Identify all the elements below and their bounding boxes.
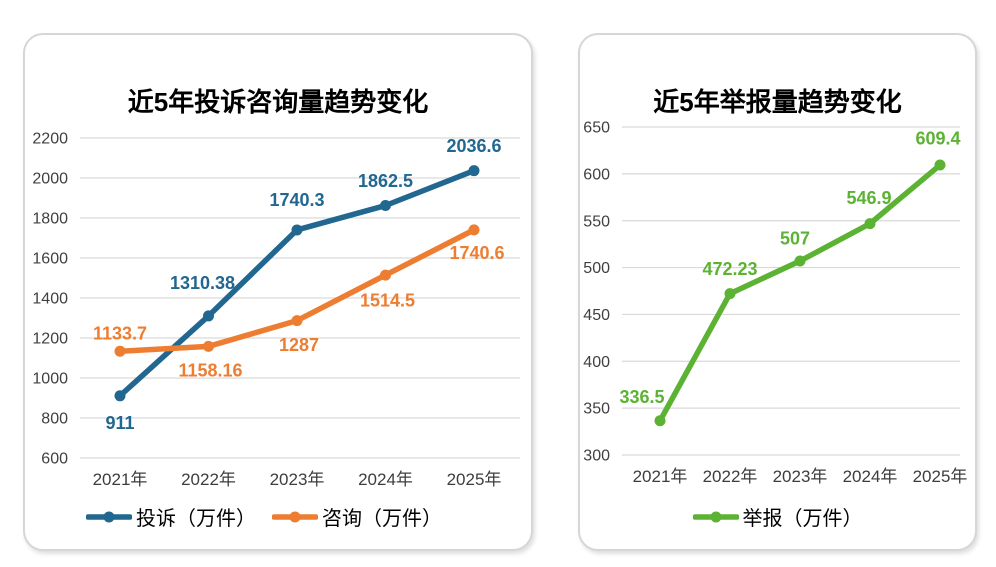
x-axis-tick-label: 2021年 bbox=[633, 467, 688, 486]
data-point-marker bbox=[724, 288, 736, 300]
complaints-consultations-chart-card: 近5年投诉咨询量趋势变化 600 800 1000 1200 1400 1600 1800 2… bbox=[23, 33, 533, 551]
legend-label: 咨询（万件） bbox=[322, 508, 442, 530]
data-point-marker bbox=[864, 218, 876, 230]
y-axis-tick-label: 600 bbox=[41, 451, 68, 468]
legend-label: 投诉（万件） bbox=[136, 508, 256, 530]
x-axis-tick-label: 2023年 bbox=[270, 470, 325, 489]
legend-line-marker-icon bbox=[272, 511, 318, 522]
data-point-label: 1133.7 bbox=[93, 324, 147, 344]
y-axis-tick-label: 650 bbox=[583, 120, 610, 137]
x-axis-tick-label: 2022年 bbox=[703, 467, 758, 486]
data-point-label: 1287 bbox=[279, 335, 319, 355]
x-axis-tick-label: 2021年 bbox=[93, 470, 148, 489]
data-point-label: 1514.5 bbox=[360, 290, 415, 310]
data-point-marker bbox=[794, 255, 806, 267]
y-axis-tick-label: 1600 bbox=[32, 251, 68, 268]
legend-line-marker-icon bbox=[86, 511, 132, 522]
chart-legend: 举报（万件） bbox=[580, 502, 975, 531]
y-axis-tick-label: 550 bbox=[583, 213, 610, 230]
x-axis-tick-label: 2022年 bbox=[181, 470, 236, 489]
y-axis-tick-label: 2000 bbox=[32, 171, 68, 188]
reports-line-chart: 300 350 400 450 500 550 600 650 2021年 2022年 2023年 2… bbox=[583, 120, 968, 486]
series-line bbox=[657, 162, 943, 424]
data-point-label: 1740.3 bbox=[269, 190, 324, 210]
data-point-label: 911 bbox=[105, 413, 134, 433]
x-axis-tick-label: 2025年 bbox=[913, 467, 968, 486]
data-point-label: 609.4 bbox=[915, 128, 960, 148]
data-point-marker bbox=[203, 310, 214, 322]
x-axis-tick-label: 2024年 bbox=[843, 467, 898, 486]
data-point-marker bbox=[203, 340, 214, 352]
data-point-label: 507 bbox=[780, 228, 810, 248]
chart-legend: 投诉（万件） 咨询（万件） bbox=[11, 502, 517, 531]
x-axis-tick-label: 2024年 bbox=[358, 470, 413, 489]
legend-item: 咨询（万件） bbox=[272, 502, 442, 531]
data-point-marker bbox=[468, 165, 480, 177]
legend-label: 举报（万件） bbox=[742, 508, 863, 530]
y-axis-tick-label: 1400 bbox=[32, 291, 68, 308]
data-point-label: 1310.38 bbox=[170, 273, 235, 293]
data-point-marker bbox=[380, 269, 391, 281]
y-axis-tick-label: 500 bbox=[583, 260, 610, 277]
y-axis-tick-label: 1200 bbox=[32, 331, 68, 348]
data-point-marker bbox=[380, 200, 391, 211]
data-point-label: 1158.16 bbox=[178, 361, 242, 381]
legend-item: 举报（万件） bbox=[692, 502, 863, 531]
y-axis-tick-label: 350 bbox=[583, 401, 610, 418]
y-axis-tick-label: 800 bbox=[41, 411, 68, 428]
data-point-marker bbox=[114, 345, 126, 357]
data-point-label: 1862.5 bbox=[358, 171, 413, 191]
data-point-marker bbox=[654, 415, 666, 427]
y-axis-tick-label: 1000 bbox=[32, 371, 68, 388]
data-point-label: 2036.6 bbox=[446, 136, 501, 156]
data-point-marker bbox=[468, 224, 480, 236]
y-axis-tick-label: 1800 bbox=[32, 211, 68, 228]
data-point-marker bbox=[114, 390, 126, 402]
complaints-consultations-line-chart: 600 800 1000 1200 1400 1600 1800 2000 2200 2021年 2… bbox=[32, 131, 520, 489]
data-point-label: 336.5 bbox=[619, 387, 664, 407]
chart-title-reports: 近5年举报量趋势变化 bbox=[653, 87, 902, 117]
data-point-label: 472.23 bbox=[702, 259, 757, 279]
reports-chart-card: 近5年举报量趋势变化 300 350 400 450 500 550 600 650 2021年… bbox=[578, 33, 977, 551]
data-point-marker bbox=[291, 315, 303, 327]
data-point-label: 546.9 bbox=[846, 188, 891, 208]
y-axis-tick-label: 600 bbox=[583, 166, 610, 183]
data-point-label: 1740.6 bbox=[449, 243, 504, 263]
data-point-marker bbox=[291, 224, 303, 236]
x-axis-tick-label: 2023年 bbox=[773, 467, 828, 486]
legend-item: 投诉（万件） bbox=[86, 502, 256, 531]
chart-title-complaints-consultations: 近5年投诉咨询量趋势变化 bbox=[127, 87, 429, 117]
data-point-marker bbox=[934, 159, 946, 171]
y-axis-tick-label: 300 bbox=[583, 448, 610, 465]
y-axis-tick-label: 2200 bbox=[32, 131, 68, 148]
legend-line-marker-icon bbox=[692, 511, 739, 522]
x-axis-tick-label: 2025年 bbox=[447, 470, 502, 489]
y-axis-tick-label: 400 bbox=[583, 354, 610, 371]
y-axis-tick-label: 450 bbox=[583, 307, 610, 324]
